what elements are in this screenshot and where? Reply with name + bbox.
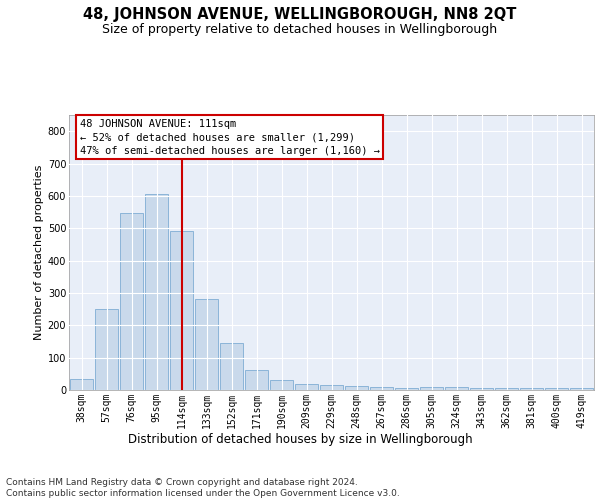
Bar [170, 230, 193, 390]
Text: Size of property relative to detached houses in Wellingborough: Size of property relative to detached ho… [103, 22, 497, 36]
Bar [545, 388, 568, 390]
Bar [420, 387, 443, 390]
Bar [145, 194, 168, 390]
Bar [295, 384, 318, 390]
Text: 48, JOHNSON AVENUE, WELLINGBOROUGH, NN8 2QT: 48, JOHNSON AVENUE, WELLINGBOROUGH, NN8 … [83, 8, 517, 22]
Bar [70, 380, 93, 390]
Bar [470, 388, 493, 390]
Bar [570, 388, 593, 390]
Bar [195, 299, 218, 390]
Bar [245, 370, 268, 390]
Bar [320, 385, 343, 390]
Text: 48 JOHNSON AVENUE: 111sqm
← 52% of detached houses are smaller (1,299)
47% of se: 48 JOHNSON AVENUE: 111sqm ← 52% of detac… [79, 119, 380, 156]
Bar [395, 388, 418, 390]
Bar [520, 388, 543, 390]
Bar [345, 386, 368, 390]
Bar [445, 387, 468, 390]
Y-axis label: Number of detached properties: Number of detached properties [34, 165, 44, 340]
Bar [220, 343, 243, 390]
Bar [95, 309, 118, 390]
Bar [270, 380, 293, 390]
Bar [370, 387, 393, 390]
Text: Distribution of detached houses by size in Wellingborough: Distribution of detached houses by size … [128, 432, 472, 446]
Bar [495, 388, 518, 390]
Text: Contains HM Land Registry data © Crown copyright and database right 2024.
Contai: Contains HM Land Registry data © Crown c… [6, 478, 400, 498]
Bar [120, 212, 143, 390]
